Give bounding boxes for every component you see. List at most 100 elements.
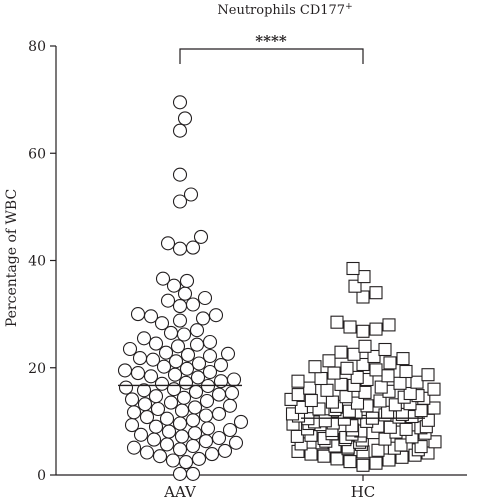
aav-data-point [213,388,226,401]
aav-data-point [187,298,200,311]
aav-data-point [174,443,187,456]
hc-data-point [340,391,352,403]
aav-data-point [204,350,217,363]
aav-data-point [187,467,200,480]
aav-data-point [126,393,139,406]
aav-data-point [132,308,145,321]
hc-data-point [384,357,396,369]
aav-data-point [156,377,169,390]
aav-data-point [174,417,187,430]
aav-data-point [179,112,192,125]
y-axis-title: Percentage of WBC [4,189,20,327]
hc-data-point [292,375,304,387]
hc-data-point [335,346,347,358]
aav-data-point [126,419,139,432]
aav-data-point [161,438,174,451]
aav-data-point [202,422,215,435]
hc-data-point [379,344,391,356]
aav-data-point [192,371,205,384]
aav-data-point [148,433,161,446]
aav-data-point [222,347,235,360]
hc-data-point [319,415,331,427]
aav-data-point [190,385,203,398]
hc-data-point [358,271,370,283]
hc-data-point [305,395,317,407]
y-tick-label: 60 [28,146,46,162]
aav-data-point [204,336,217,349]
hc-data-point [357,291,369,303]
hc-data-point [400,423,412,435]
hc-data-point [359,340,371,352]
aav-data-point [181,274,194,287]
hc-data-point [428,383,440,395]
aav-data-point [169,368,182,381]
aav-data-point [174,124,187,137]
aav-data-point [176,404,189,417]
aav-data-point [152,403,165,416]
aav-data-point [138,332,151,345]
aav-data-point [139,398,152,411]
hc-data-point [383,319,395,331]
hc-data-point [348,348,360,360]
hc-data-point [375,381,387,393]
aav-data-point [200,435,213,448]
aav-data-point [187,241,200,254]
hc-data-point [357,325,369,337]
chart-title: Neutrophils CD177+ [217,2,352,18]
aav-data-point [165,396,178,409]
x-category-label: AAV [163,483,197,500]
aav-data-point [195,230,208,243]
aav-data-point [141,411,154,424]
aav-data-point [172,340,185,353]
hc-data-point [326,396,338,408]
aav-data-point [120,381,133,394]
aav-data-point [197,312,210,325]
aav-data-point [134,352,147,365]
aav-data-point [174,168,187,181]
hc-data-point [331,453,343,465]
aav-data-point [179,287,192,300]
y-tick-label: 0 [37,468,46,484]
aav-data-point [187,440,200,453]
aav-data-point [230,436,243,449]
hc-data-point [304,382,316,394]
aav-data-point [193,357,206,370]
hc-data-point [415,405,427,417]
hc-data-point [309,361,321,373]
hc-data-point [382,370,394,382]
aav-data-point [150,390,163,403]
aav-data-point [180,376,193,389]
aav-data-point [162,237,175,250]
data-points [119,96,442,481]
hc-data-point [331,316,343,328]
hc-data-point [397,353,409,365]
aav-data-point [201,395,214,408]
aav-data-point [132,367,145,380]
aav-data-point [213,432,226,445]
aav-data-point [219,444,232,457]
hc-data-point [292,389,304,401]
aav-data-point [150,337,163,350]
aav-data-point [141,446,154,459]
aav-data-point [200,409,213,422]
aav-data-point [228,373,241,386]
aav-data-point [226,387,239,400]
aav-data-point [185,188,198,201]
aav-data-point [128,406,141,419]
aav-data-point [163,425,176,438]
aav-data-point [162,294,175,307]
aav-data-point [124,343,137,356]
aav-data-point [180,456,193,469]
hc-data-point [344,456,356,468]
aav-data-point [224,399,237,412]
aav-data-point [178,328,191,341]
aav-data-point [215,359,228,372]
hc-data-point [370,457,382,469]
hc-data-point [411,376,423,388]
aav-data-point [167,454,180,467]
hc-data-point [347,263,359,275]
x-category-label: HC [351,483,376,500]
aav-data-point [199,292,212,305]
aav-data-point [145,370,158,383]
